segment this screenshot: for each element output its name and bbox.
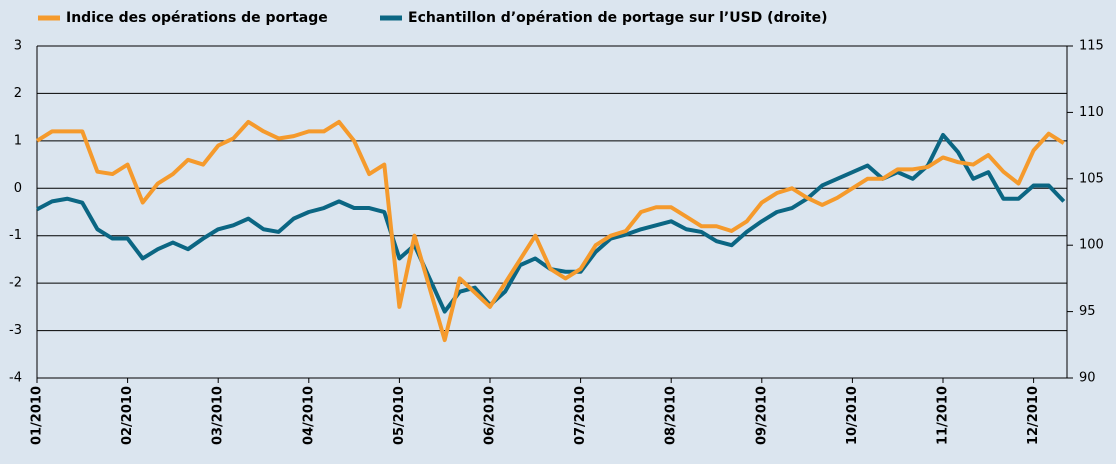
y-tick-label: -2 [9, 276, 22, 291]
x-tick-label: 09/2010 [754, 386, 769, 445]
x-tick-label: 11/2010 [936, 386, 951, 445]
y2-tick-label: 105 [1079, 171, 1104, 186]
legend-label: Indice des opérations de portage [66, 10, 328, 26]
y-tick-label: 2 [14, 86, 22, 101]
y-tick-label: 1 [14, 133, 22, 148]
x-tick-label: 06/2010 [483, 386, 498, 445]
x-tick-label: 03/2010 [211, 386, 226, 445]
series-line [35, 119, 1065, 343]
x-tick-label: 12/2010 [1026, 386, 1041, 445]
y2-tick-label: 95 [1079, 304, 1096, 319]
x-tick-label: 07/2010 [573, 386, 588, 445]
x-tick-label: 05/2010 [392, 386, 407, 445]
y-tick-label: -1 [9, 228, 22, 243]
x-tick-label: 08/2010 [664, 386, 679, 445]
x-tick-label: 04/2010 [301, 386, 316, 445]
x-tick-label: 10/2010 [845, 386, 860, 445]
y2-tick-label: 110 [1079, 105, 1104, 120]
x-tick-label: 02/2010 [120, 386, 135, 445]
x-tick-label: 01/2010 [30, 386, 45, 445]
y-tick-label: -4 [9, 371, 22, 386]
y2-tick-label: 115 [1079, 39, 1104, 54]
y2-tick-label: 90 [1079, 371, 1096, 386]
y-tick-label: 0 [14, 181, 22, 196]
y2-tick-label: 100 [1079, 238, 1104, 253]
legend-label: Echantillon d’opération de portage sur l… [408, 10, 828, 26]
y-tick-label: 3 [14, 39, 22, 54]
y-tick-label: -3 [9, 323, 22, 338]
